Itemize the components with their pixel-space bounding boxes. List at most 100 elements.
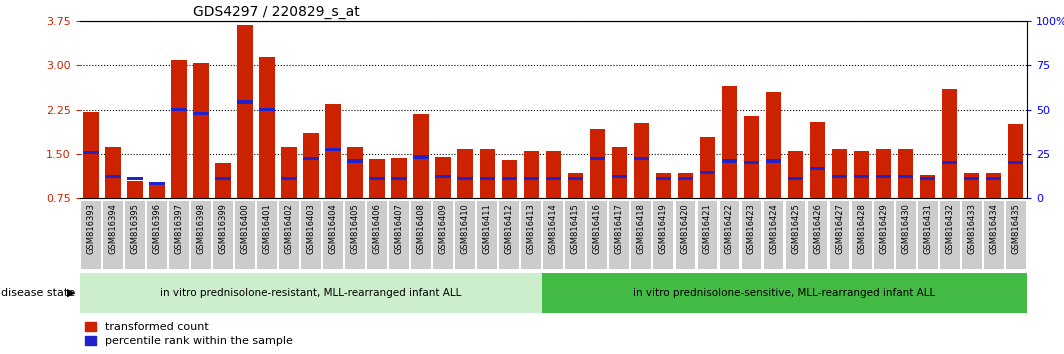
FancyBboxPatch shape [984, 201, 1003, 269]
Text: GSM816422: GSM816422 [725, 203, 734, 253]
FancyBboxPatch shape [764, 201, 783, 269]
Bar [589, 129, 605, 198]
Text: GSM816402: GSM816402 [284, 203, 294, 253]
Text: GSM816427: GSM816427 [835, 203, 844, 254]
FancyBboxPatch shape [698, 201, 717, 269]
Bar [721, 159, 737, 163]
Bar [458, 149, 472, 198]
Bar [567, 173, 583, 198]
FancyBboxPatch shape [521, 201, 542, 269]
Text: GSM816432: GSM816432 [945, 203, 954, 254]
Bar [326, 148, 340, 151]
FancyBboxPatch shape [81, 201, 101, 269]
Bar [832, 175, 847, 178]
Text: GSM816404: GSM816404 [329, 203, 337, 253]
Bar [194, 63, 209, 198]
Text: in vitro prednisolone-resistant, MLL-rearranged infant ALL: in vitro prednisolone-resistant, MLL-rea… [161, 288, 462, 298]
FancyBboxPatch shape [213, 201, 233, 269]
FancyBboxPatch shape [367, 201, 387, 269]
Text: GSM816415: GSM816415 [570, 203, 580, 253]
Text: GSM816401: GSM816401 [263, 203, 271, 253]
Bar [303, 133, 319, 198]
Text: GSM816431: GSM816431 [924, 203, 932, 254]
Bar [194, 112, 209, 115]
Legend: transformed count, percentile rank within the sample: transformed count, percentile rank withi… [85, 322, 294, 347]
Text: GSM816398: GSM816398 [197, 203, 205, 254]
FancyBboxPatch shape [433, 201, 453, 269]
Bar [369, 159, 385, 198]
Text: GSM816421: GSM816421 [703, 203, 712, 253]
Bar [237, 25, 252, 198]
Bar [832, 149, 847, 198]
Text: GSM816400: GSM816400 [240, 203, 249, 253]
Bar [501, 177, 517, 181]
Bar [105, 175, 120, 178]
Bar [149, 182, 165, 185]
Text: GSM816396: GSM816396 [152, 203, 162, 254]
FancyBboxPatch shape [455, 201, 476, 269]
Text: GSM816429: GSM816429 [879, 203, 888, 253]
FancyBboxPatch shape [610, 201, 629, 269]
Bar [787, 151, 803, 198]
Text: GSM816428: GSM816428 [858, 203, 866, 254]
Bar [215, 177, 231, 181]
Text: GSM816410: GSM816410 [461, 203, 469, 253]
Bar [414, 114, 429, 198]
FancyBboxPatch shape [345, 201, 365, 269]
Text: GSM816418: GSM816418 [637, 203, 646, 254]
FancyBboxPatch shape [653, 201, 674, 269]
Bar [700, 137, 715, 198]
Bar [501, 160, 517, 198]
FancyBboxPatch shape [742, 201, 762, 269]
FancyBboxPatch shape [301, 201, 321, 269]
Bar [612, 147, 627, 198]
FancyBboxPatch shape [80, 273, 543, 313]
Bar [942, 89, 958, 198]
Bar [303, 157, 319, 160]
FancyBboxPatch shape [279, 201, 299, 269]
Text: GSM816430: GSM816430 [901, 203, 910, 254]
Bar [260, 57, 275, 198]
FancyBboxPatch shape [1005, 201, 1026, 269]
Bar [589, 157, 605, 160]
Text: GSM816412: GSM816412 [504, 203, 514, 253]
FancyBboxPatch shape [544, 201, 563, 269]
Bar [171, 59, 186, 198]
Bar [678, 173, 693, 198]
Bar [546, 151, 561, 198]
Bar [787, 177, 803, 181]
FancyBboxPatch shape [192, 201, 211, 269]
Text: GSM816413: GSM816413 [527, 203, 536, 254]
Bar [326, 104, 340, 198]
Bar [414, 155, 429, 159]
Text: GSM816434: GSM816434 [990, 203, 998, 254]
Bar [281, 177, 297, 181]
Text: GSM816420: GSM816420 [681, 203, 689, 253]
Bar [986, 177, 1001, 181]
Bar [920, 177, 935, 181]
Text: GDS4297 / 220829_s_at: GDS4297 / 220829_s_at [194, 5, 361, 19]
Text: GSM816405: GSM816405 [350, 203, 360, 253]
Text: GSM816416: GSM816416 [593, 203, 602, 254]
Bar [810, 167, 826, 170]
FancyBboxPatch shape [587, 201, 608, 269]
Bar [810, 121, 826, 198]
Text: GSM816409: GSM816409 [438, 203, 448, 253]
Bar [854, 151, 869, 198]
Bar [149, 182, 165, 198]
FancyBboxPatch shape [719, 201, 739, 269]
FancyBboxPatch shape [147, 201, 167, 269]
Bar [347, 159, 363, 163]
Text: GSM816419: GSM816419 [659, 203, 668, 253]
FancyBboxPatch shape [411, 201, 431, 269]
Bar [369, 177, 385, 181]
Bar [612, 175, 627, 178]
Bar [655, 177, 671, 181]
Bar [260, 108, 275, 112]
Bar [942, 161, 958, 165]
Bar [480, 149, 495, 198]
Bar [766, 92, 781, 198]
Text: GSM816407: GSM816407 [395, 203, 403, 254]
FancyBboxPatch shape [543, 273, 1027, 313]
FancyBboxPatch shape [785, 201, 805, 269]
